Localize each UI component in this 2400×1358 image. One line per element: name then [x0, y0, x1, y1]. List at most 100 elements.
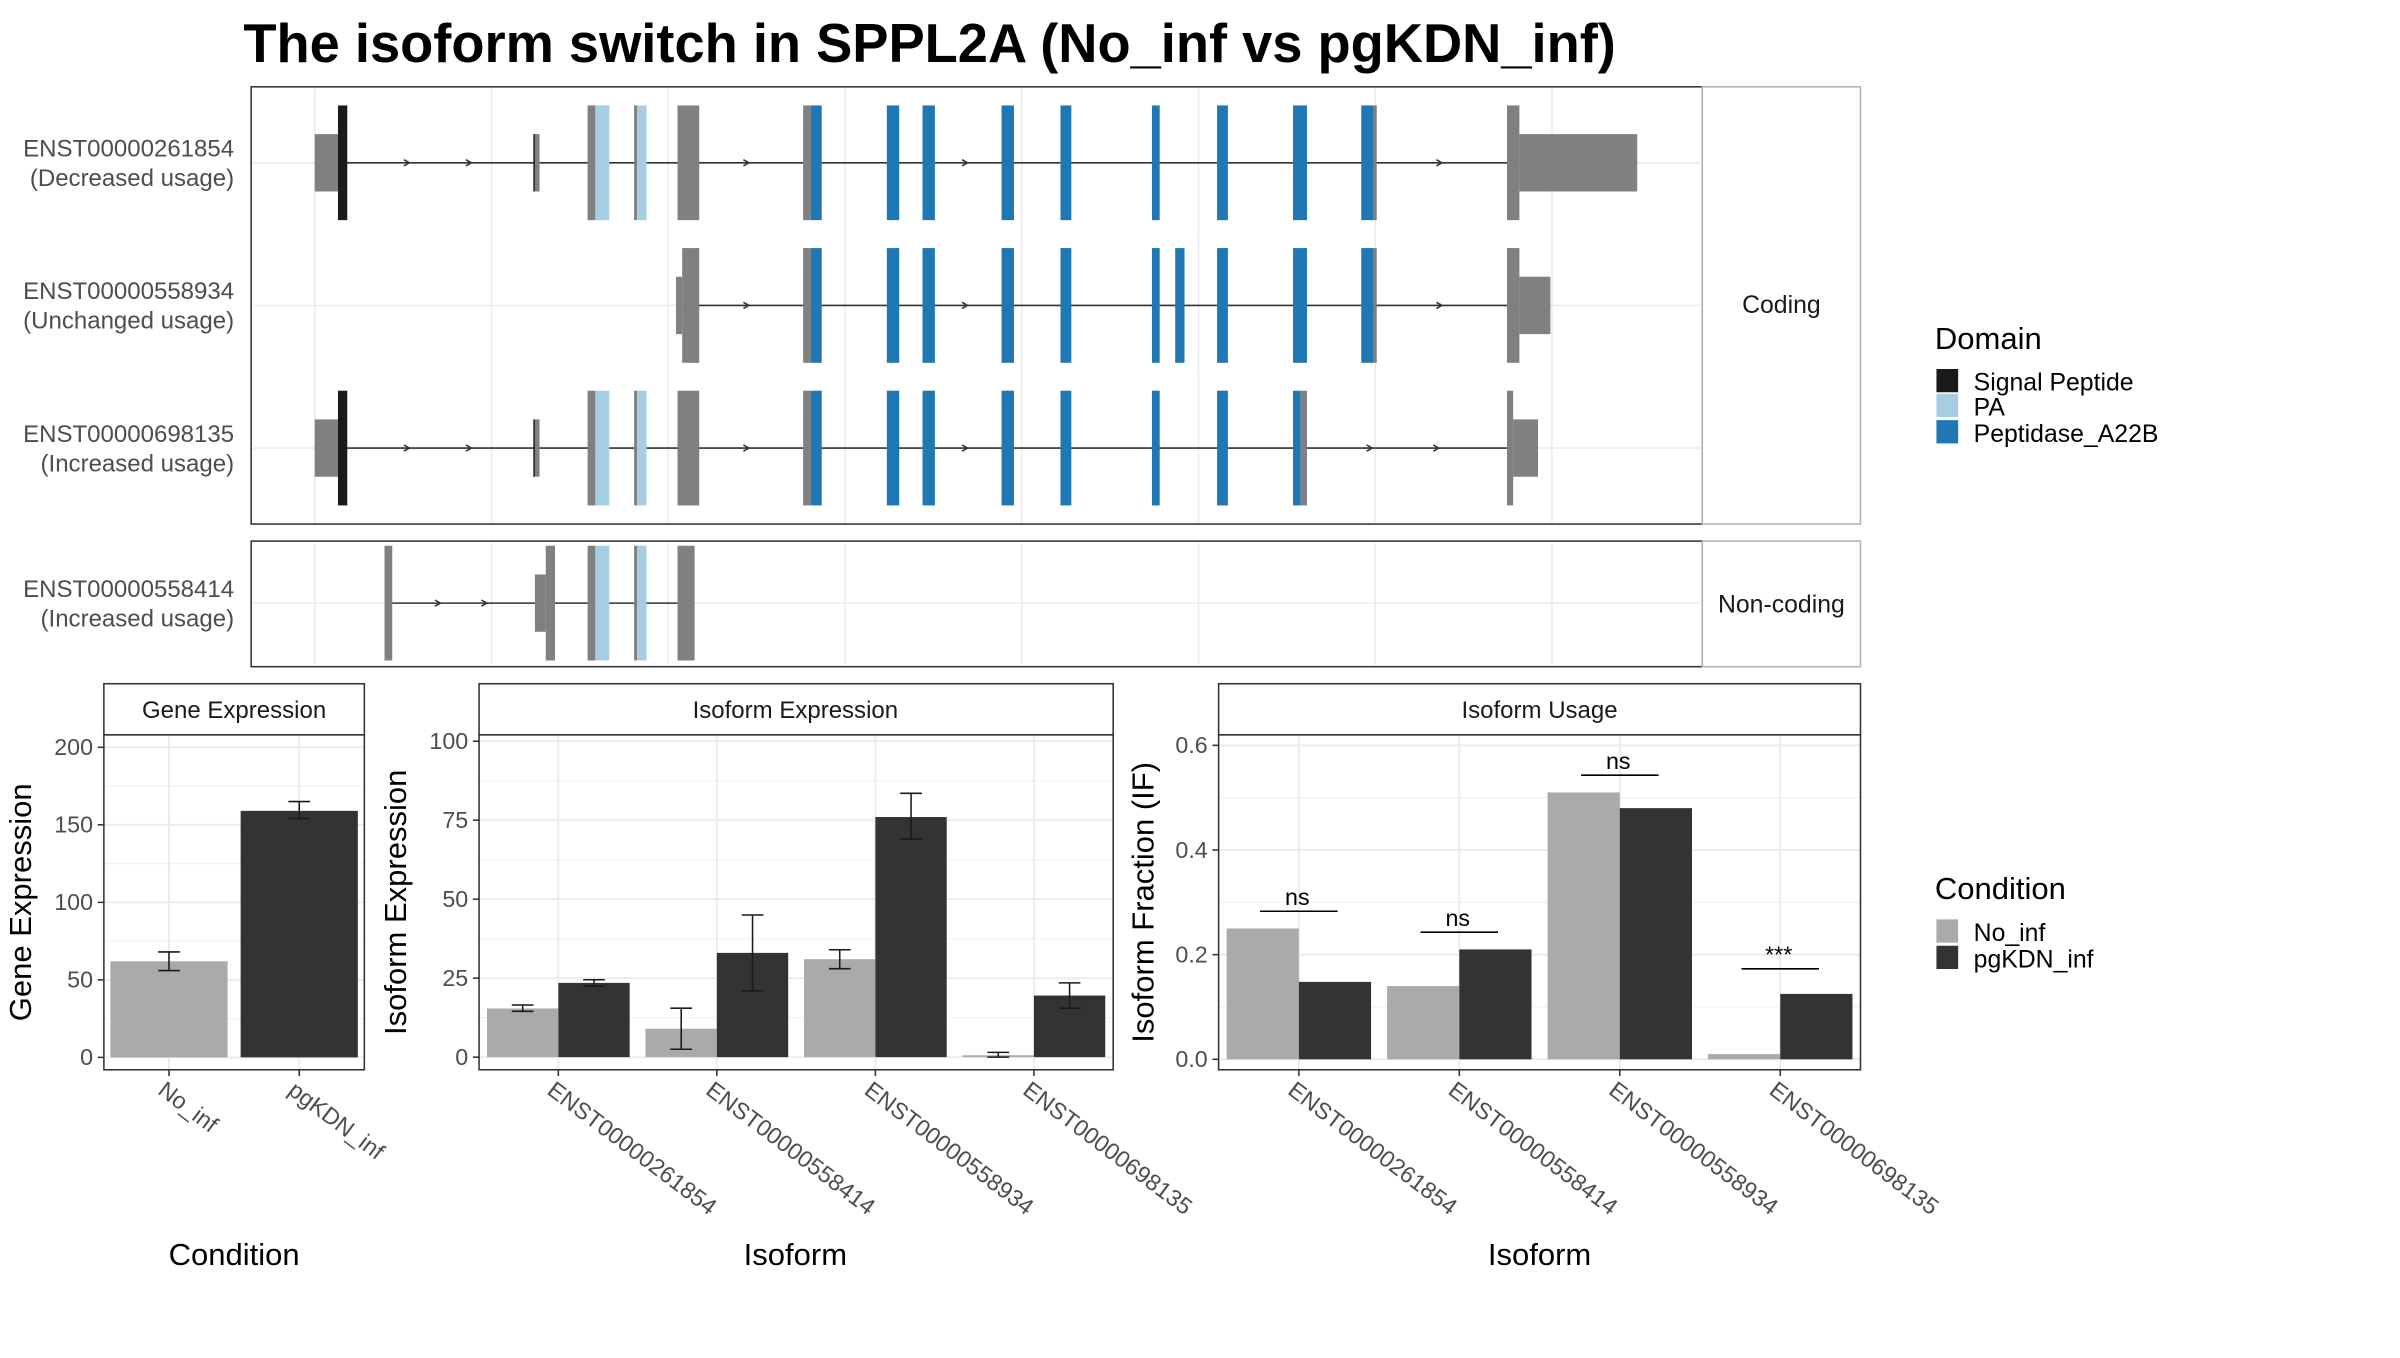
exon: [682, 248, 700, 363]
exon: [803, 248, 811, 363]
peptidase-domain-exon: [1175, 248, 1185, 363]
gene-expression-strip: [103, 682, 366, 736]
exon: [534, 574, 546, 632]
exon: [634, 545, 638, 661]
x-tick-label: ENST00000558934: [860, 1076, 1039, 1220]
isoform-usage-y-title: Isoform Fraction (IF): [1125, 762, 1160, 1043]
significance-label: ns: [1285, 884, 1310, 910]
isoform-usage-strip-label: Isoform Usage: [1461, 697, 1617, 724]
y-tick-label: 25: [442, 965, 468, 991]
x-tick-label: ENST00000698135: [1765, 1076, 1944, 1220]
chart-panel-border: [478, 734, 1114, 1071]
x-tick-label: No_inf: [154, 1076, 224, 1138]
signal-peptide-exon: [337, 105, 348, 221]
bar-enst00000558934-no-inf: [1547, 792, 1620, 1060]
strand-arrow: [743, 444, 751, 452]
peptidase-domain-exon: [1060, 390, 1072, 506]
y-tick-label: 100: [54, 889, 93, 915]
strand-arrow: [743, 159, 751, 167]
chart-plot-area: ns ns ns ***: [1217, 734, 1862, 1071]
condition-legend: Condition No_inf pgKDN_inf: [1935, 871, 2094, 973]
bar-pgkdn-inf: [240, 810, 358, 1058]
error-bar: [741, 914, 764, 992]
y-tick-label: 200: [54, 734, 93, 760]
transcript-usage-enst00000698135: (Increased usage): [41, 450, 235, 477]
strand-arrow: [1436, 159, 1444, 167]
legend-label-signal-peptide: Signal Peptide: [1974, 370, 2134, 397]
x-tick-label: ENST00000558414: [701, 1076, 880, 1220]
transcript-label-enst00000261854: ENST00000261854: [23, 136, 234, 163]
isoform-usage-chart: Isoform Usage Isoform Isoform Fraction (…: [1125, 682, 1944, 1272]
strand-arrow: [465, 159, 473, 167]
error-bar: [987, 1051, 1010, 1058]
transcript-track-enst00000261854: [314, 105, 1638, 221]
significance-label: ns: [1606, 748, 1631, 774]
peptidase-domain-exon: [886, 248, 900, 363]
transcript-label-enst00000558934: ENST00000558934: [23, 278, 234, 305]
x-tick-label: ENST00000261854: [1283, 1076, 1462, 1220]
peptidase-domain-exon: [922, 105, 935, 221]
significance-label: ***: [1765, 942, 1792, 968]
legend-swatch-no-inf: [1936, 919, 1959, 943]
exon: [534, 134, 540, 192]
peptidase-domain-exon: [922, 248, 935, 363]
strand-arrow: [1432, 444, 1441, 452]
bar-enst00000261854-no-inf: [1226, 928, 1299, 1060]
transcript-label-enst00000698135: ENST00000698135: [23, 421, 234, 448]
exon: [634, 390, 638, 506]
exon: [314, 134, 338, 192]
pa-domain-exon: [595, 390, 610, 506]
figure-title: The isoform switch in SPPL2A (No_inf vs …: [243, 14, 1615, 74]
peptidase-domain-exon: [1361, 248, 1374, 363]
y-tick-label: 0.4: [1175, 837, 1207, 863]
peptidase-domain-exon: [810, 248, 822, 363]
legend-label-pgkdn-inf: pgKDN_inf: [1974, 946, 2094, 973]
strip-noncoding-label: Non-coding: [1718, 591, 1845, 618]
x-tick-label: pgKDN_inf: [284, 1076, 390, 1165]
bar-enst00000558934-pgkdn-inf: [1619, 808, 1692, 1060]
transcript-usage-enst00000558934: (Unchanged usage): [23, 308, 234, 335]
significance-label: ns: [1445, 905, 1470, 931]
error-bar: [900, 792, 922, 840]
error-bar: [1058, 982, 1081, 1009]
peptidase-domain-exon: [1001, 105, 1014, 221]
exon: [677, 390, 700, 506]
chart-plot-area: [103, 734, 366, 1071]
y-tick-label: 0.6: [1175, 732, 1207, 758]
strand-arrow: [743, 301, 751, 310]
isoform-expression-x-title: Isoform: [744, 1237, 847, 1272]
peptidase-domain-exon: [1060, 248, 1072, 363]
chart-plot-area: [478, 734, 1114, 1071]
y-tick-label: 100: [429, 728, 468, 754]
exon: [677, 545, 695, 661]
y-tick-label: 50: [442, 886, 468, 912]
transcript-track-enst00000558414: [384, 545, 695, 661]
y-tick-label: 0: [80, 1044, 93, 1070]
isoform-expression-chart: Isoform Expression Isoform Isoform Expre…: [378, 682, 1198, 1272]
gene-expression-chart: Gene Expression Condition Gene Expressio…: [3, 682, 390, 1272]
x-tick-label: ENST00000261854: [543, 1076, 722, 1220]
exon: [1506, 390, 1514, 506]
strip-noncoding: [1701, 540, 1862, 668]
y-tick-label: 0.0: [1175, 1046, 1207, 1072]
bar-enst00000558934-no-inf: [804, 959, 876, 1058]
isoform-expression-strip-label: Isoform Expression: [693, 697, 899, 724]
y-tick-label: 0: [455, 1044, 468, 1070]
bar-enst00000698135-no-inf: [1708, 1054, 1781, 1060]
x-tick-label: ENST00000558934: [1604, 1076, 1783, 1220]
peptidase-domain-exon: [1060, 105, 1072, 221]
strand-arrow: [465, 444, 473, 452]
exon: [803, 105, 811, 221]
y-tick-label: 150: [54, 812, 93, 838]
error-bar: [158, 951, 180, 972]
x-tick-label: ENST00000698135: [1019, 1076, 1198, 1220]
peptidase-domain-exon: [1293, 248, 1307, 363]
legend-swatch-pgkdn-inf: [1936, 945, 1959, 969]
signal-peptide-exon: [533, 419, 535, 477]
legend-swatch-signal-peptide: [1936, 368, 1959, 393]
legend-swatch-peptidase: [1936, 420, 1959, 444]
transcript-tracks: [314, 105, 1638, 661]
bar-enst00000558414-no-inf: [1387, 986, 1460, 1060]
